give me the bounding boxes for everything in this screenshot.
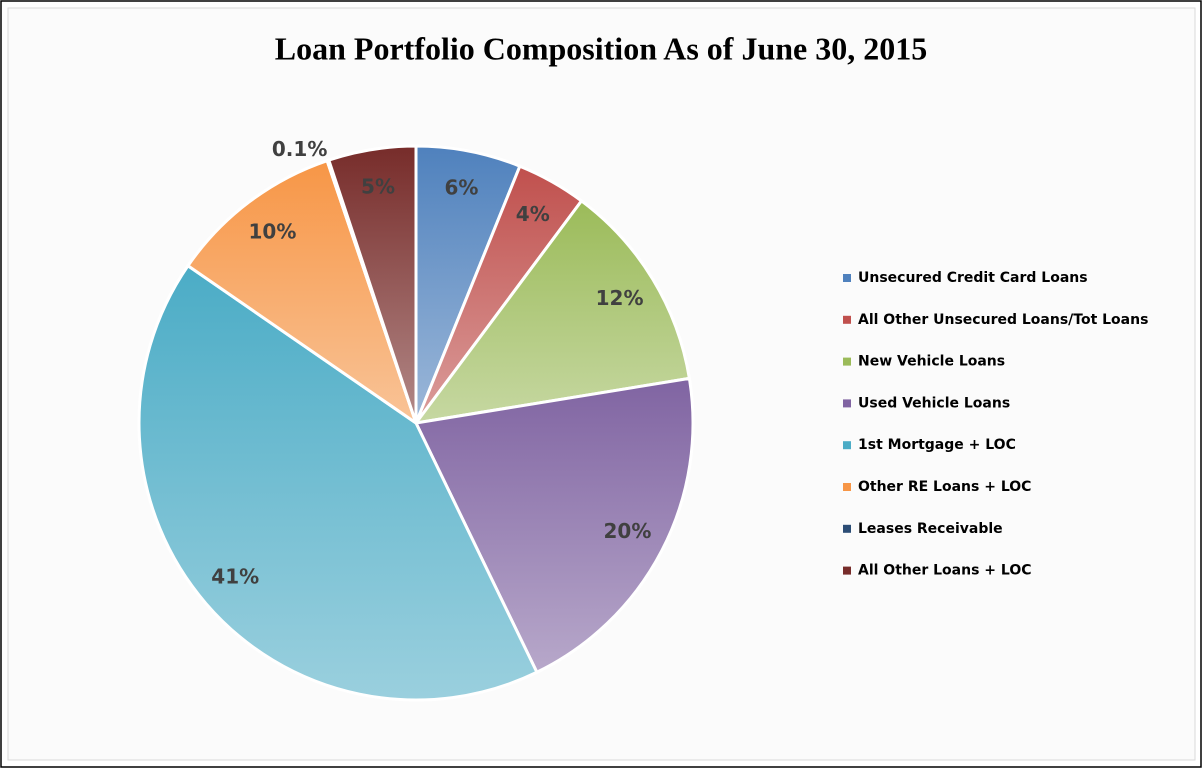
legend-label: Leases Receivable [858,521,1003,537]
data-label: 20% [603,519,651,543]
pie-slice [412,198,692,426]
legend-label: New Vehicle Loans [858,354,1005,370]
pie-slice [413,376,695,675]
data-label: 4% [516,202,550,226]
data-label: 12% [596,286,644,310]
pie-slice [185,158,419,427]
legend-marker [843,441,851,450]
data-label: 41% [211,565,259,589]
legend-marker [843,274,851,282]
data-label: 0.1% [272,137,327,161]
legend-label: Unsecured Credit Card Loans [858,270,1088,286]
chart-title: Loan Portfolio Composition As of June 30… [275,30,927,66]
data-label: 5% [361,174,395,198]
legend-marker [843,566,851,575]
legend-marker [843,483,851,491]
legend-label: Used Vehicle Loans [858,395,1010,411]
legend-marker [843,357,851,366]
legend-label: 1st Mortgage + LOC [858,437,1016,453]
legend-label: All Other Unsecured Loans/Tot Loans [858,312,1148,328]
legend-label: Other RE Loans + LOC [858,479,1031,495]
legend-marker [843,524,851,533]
legend-marker [843,315,851,324]
data-label: 10% [248,219,296,243]
legend-label: All Other Loans + LOC [858,563,1032,579]
pie-slice [137,263,539,702]
pie-slice [326,144,418,424]
legend-marker [843,399,851,408]
data-label: 6% [445,176,479,200]
